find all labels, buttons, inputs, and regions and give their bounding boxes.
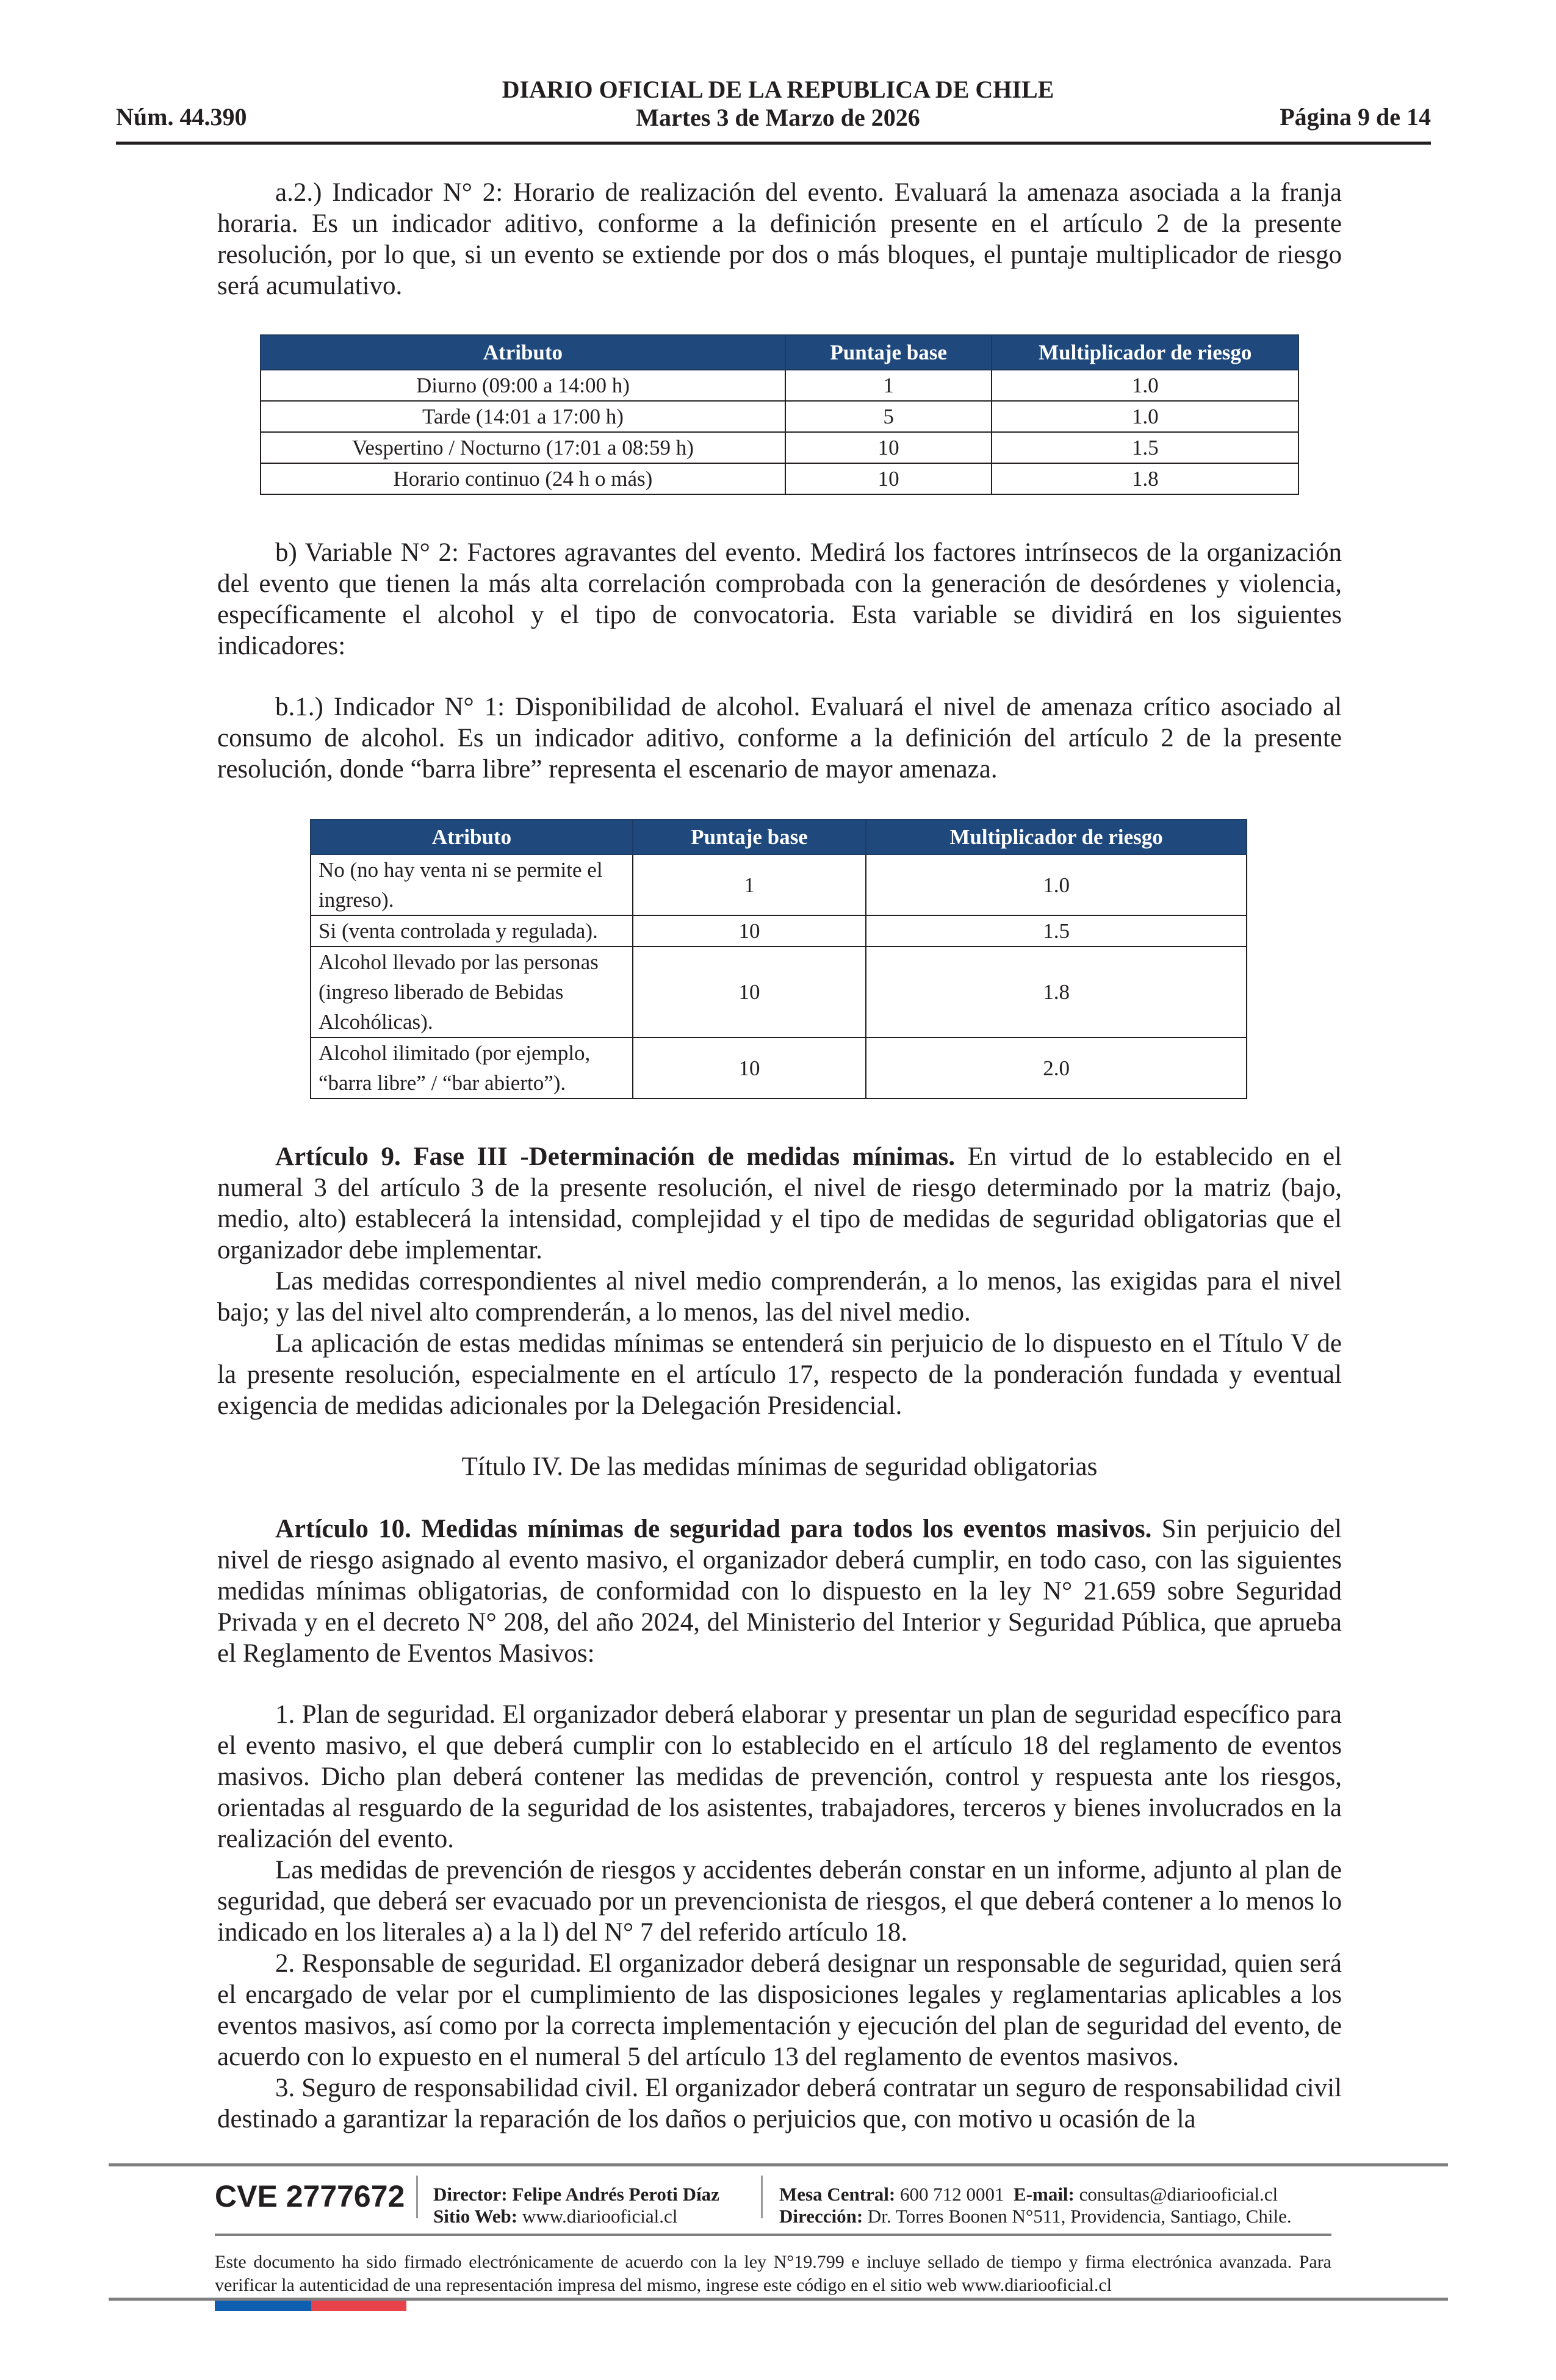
separator [416,2176,418,2218]
article-heading: Artículo 10. Medidas mínimas de segurida… [275,1515,1152,1543]
list-item: 2. Responsable de seguridad. El organiza… [217,1949,1342,2071]
flag-red-stripe [311,2301,406,2311]
footer-divider [109,2163,1448,2166]
measures-list: 1. Plan de seguridad. El organizador deb… [217,1699,1342,2135]
cell: 2.0 [865,1037,1247,1099]
footer-divider [215,2234,1331,2236]
cell: 10 [784,463,993,495]
column-header: Multiplicador de riesgo [991,334,1299,370]
paragraph: Las medidas correspondientes al nivel me… [217,1267,1342,1327]
cell: 1.5 [865,915,1247,947]
cell: 10 [632,1037,867,1099]
cell: Diurno (09:00 a 14:00 h) [260,369,786,402]
issue-number: Núm. 44.390 [116,103,247,131]
cell: Alcohol llevado por las personas (ingres… [310,946,633,1038]
cell: Alcohol ilimitado (por ejemplo, “barra l… [310,1037,633,1099]
cell: 5 [784,400,993,433]
table-row: Vespertino / Nocturno (17:01 a 08:59 h) 1… [260,431,1299,464]
cell: 1.0 [991,400,1299,433]
cve-code: CVE 2777672 [215,2179,405,2213]
list-item: 1. Plan de seguridad. El organizador deb… [217,1700,1342,1853]
cell: No (no hay venta ni se permite el ingres… [310,854,633,916]
table-row: Alcohol llevado por las personas (ingres… [310,946,1247,1038]
table-alcohol: Atributo Puntaje base Multiplicador de r… [310,819,1247,1099]
column-header: Puntaje base [784,334,993,370]
article-9: Artículo 9. Fase III -Determinación de m… [217,1141,1342,1421]
paragraph-b: b) Variable N° 2: Factores agravantes de… [217,538,1342,660]
article-10: Artículo 10. Medidas mínimas de segurida… [217,1513,1342,1669]
separator [761,2176,763,2218]
table-row: Si (venta controlada y regulada). 10 1.5 [310,915,1247,947]
cell: 10 [632,915,867,947]
flag-blue-stripe [215,2301,311,2311]
section-title: Título IV. De las medidas mínimas de seg… [461,1452,1098,1481]
cell: 1.0 [991,369,1299,402]
footer-divider [109,2298,1448,2301]
header-divider [116,142,1431,145]
table-row: Horario continuo (24 h o más) 10 1.8 [260,463,1299,495]
issue-date: Martes 3 de Marzo de 2026 [636,104,920,131]
table-horario: Atributo Puntaje base Multiplicador de r… [260,334,1299,495]
cell: Si (venta controlada y regulada). [310,915,633,947]
column-header: Puntaje base [632,819,867,855]
article-body: En virtud de lo establecido en el numera… [217,1142,1342,1264]
cell: 1.8 [865,946,1247,1038]
paragraph: Las medidas de prevención de riesgos y a… [217,1856,1342,1947]
cell: 10 [632,946,867,1038]
cell: 1.5 [991,431,1299,464]
column-header: Atributo [310,819,633,855]
signature-note: Este documento ha sido firmado electróni… [215,2252,1331,2295]
paragraph-b1: b.1.) Indicador N° 1: Disponibilidad de … [217,693,1342,784]
cell: Vespertino / Nocturno (17:01 a 08:59 h) [260,431,786,464]
table-row: Diurno (09:00 a 14:00 h) 1 1.0 [260,369,1299,402]
newspaper-title: DIARIO OFICIAL DE LA REPUBLICA DE CHILE … [0,76,1556,132]
cell: 1.0 [865,854,1247,916]
footer-director: Director: Felipe Andrés Peroti Díaz Siti… [433,2183,719,2227]
cell: 1 [632,854,867,916]
table-header-row: Atributo Puntaje base Multiplicador de r… [310,819,1247,855]
column-header: Multiplicador de riesgo [865,819,1247,855]
table-row: No (no hay venta ni se permite el ingres… [310,854,1247,916]
column-header: Atributo [260,334,786,370]
paragraph: La aplicación de estas medidas mínimas s… [217,1329,1342,1420]
cell: 10 [784,431,993,464]
title: DIARIO OFICIAL DE LA REPUBLICA DE CHILE [502,76,1054,103]
paragraph-a2: a.2.) Indicador N° 2: Horario de realiza… [217,178,1342,300]
list-item: 3. Seguro de responsabilidad civil. El o… [217,2074,1342,2133]
footer-contact: Mesa Central: 600 712 0001 E-mail: consu… [779,2183,1292,2227]
cell: Horario continuo (24 h o más) [260,463,786,495]
table-row: Tarde (14:01 a 17:00 h) 5 1.0 [260,400,1299,433]
article-heading: Artículo 9. Fase III -Determinación de m… [275,1142,956,1171]
cell: Tarde (14:01 a 17:00 h) [260,400,786,433]
article-body: Sin perjuicio del nivel de riesgo asigna… [217,1515,1342,1668]
table-header-row: Atributo Puntaje base Multiplicador de r… [260,334,1299,370]
cell: 1.8 [991,463,1299,495]
table-row: Alcohol ilimitado (por ejemplo, “barra l… [310,1037,1247,1099]
cell: 1 [784,369,993,402]
page-number: Página 9 de 14 [1280,103,1431,131]
